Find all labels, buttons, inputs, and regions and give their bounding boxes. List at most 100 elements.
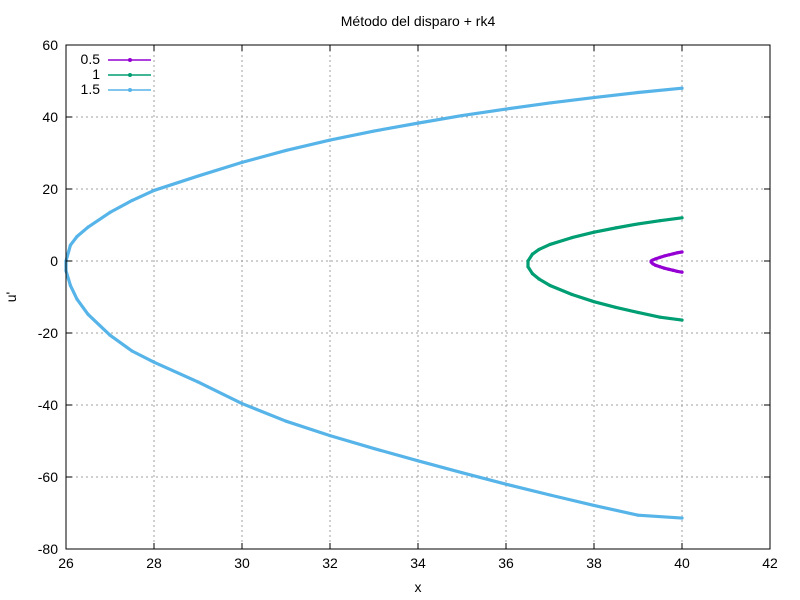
x-tick-label: 26	[58, 555, 74, 571]
y-tick-label: 0	[50, 253, 58, 269]
series-line	[526, 216, 684, 322]
data-point	[460, 471, 464, 475]
data-point	[654, 257, 658, 261]
y-tick-label: -60	[38, 469, 58, 485]
legend-marker-1	[128, 73, 132, 77]
data-point	[614, 305, 618, 310]
data-point	[530, 252, 535, 256]
legend: 0.5 1 1.5	[81, 51, 151, 97]
data-point	[676, 269, 680, 274]
series-0.5	[649, 250, 684, 274]
data-point	[108, 333, 112, 337]
data-point	[680, 86, 684, 90]
data-point	[680, 270, 684, 274]
data-point	[196, 380, 200, 384]
data-point	[284, 148, 288, 153]
x-tick-label: 36	[498, 555, 514, 571]
data-point	[152, 360, 156, 364]
data-point	[680, 516, 684, 520]
data-point	[592, 300, 596, 304]
x-tick-label: 28	[146, 555, 162, 571]
data-point	[548, 283, 552, 288]
data-point	[548, 242, 552, 247]
data-point	[667, 267, 671, 271]
data-point	[651, 262, 655, 266]
data-point	[658, 219, 662, 223]
data-point	[658, 265, 662, 269]
data-point	[654, 263, 658, 267]
data-point	[537, 247, 541, 252]
data-point	[636, 222, 640, 226]
data-point	[86, 225, 90, 229]
data-point	[570, 292, 574, 297]
data-point	[658, 255, 662, 259]
data-point	[130, 198, 134, 203]
legend-label-2: 1.5	[81, 81, 101, 97]
data-point	[614, 226, 618, 230]
data-point	[328, 434, 332, 438]
series-1	[526, 216, 684, 322]
data-point	[537, 277, 541, 281]
legend-label-1: 1	[92, 66, 100, 82]
data-point	[130, 349, 134, 353]
data-point	[504, 482, 508, 486]
data-point	[86, 312, 90, 316]
data-point	[671, 268, 675, 272]
x-tick-label: 42	[762, 555, 778, 571]
x-tick-label: 30	[234, 555, 250, 571]
data-point	[68, 283, 72, 288]
data-point	[372, 129, 376, 133]
data-point	[662, 254, 667, 258]
data-point	[667, 253, 671, 257]
legend-label-0: 0.5	[81, 51, 101, 67]
y-tick-label: -80	[38, 541, 58, 557]
data-point	[372, 446, 376, 451]
tick-layer: 26 28 30 32 34 36 38 40 42 -80 -60 -40 -20 0 20 40 60	[38, 37, 778, 571]
data-point	[240, 401, 244, 406]
data-point	[152, 188, 156, 193]
x-axis-label: x	[415, 579, 422, 595]
x-tick-label: 34	[410, 555, 426, 571]
data-point	[75, 234, 79, 239]
data-point	[416, 459, 420, 463]
data-point	[680, 216, 684, 220]
data-point	[676, 251, 680, 255]
y-tick-label: 60	[42, 37, 58, 53]
data-point	[416, 121, 420, 125]
data-point	[196, 174, 200, 178]
data-point	[526, 259, 530, 263]
y-tick-label: 40	[42, 109, 58, 125]
data-point	[636, 310, 640, 315]
data-point	[530, 272, 535, 276]
x-tick-label: 32	[322, 555, 338, 571]
data-point	[548, 493, 552, 497]
data-point	[460, 113, 464, 118]
data-point	[592, 95, 596, 100]
data-point	[570, 236, 574, 240]
data-point	[592, 503, 596, 508]
data-point	[658, 315, 662, 319]
x-tick-label: 38	[586, 555, 602, 571]
y-tick-label: -20	[38, 325, 58, 341]
data-point	[526, 265, 530, 269]
data-point	[671, 252, 675, 256]
legend-marker-0	[128, 58, 132, 62]
data-point	[662, 266, 667, 270]
y-tick-label: -40	[38, 397, 58, 413]
legend-marker-2	[128, 88, 132, 92]
data-point	[68, 243, 72, 247]
chart-title: Método del disparo + rk4	[341, 13, 496, 29]
data-point	[548, 101, 552, 105]
data-point	[108, 210, 112, 214]
data-point	[504, 107, 508, 111]
y-tick-label: 20	[42, 181, 58, 197]
y-axis-label: u'	[3, 292, 19, 302]
data-point	[328, 138, 332, 142]
data-point	[240, 160, 244, 164]
data-point	[680, 250, 684, 254]
data-point	[75, 297, 79, 301]
data-point	[592, 230, 596, 234]
data-point	[680, 318, 684, 322]
